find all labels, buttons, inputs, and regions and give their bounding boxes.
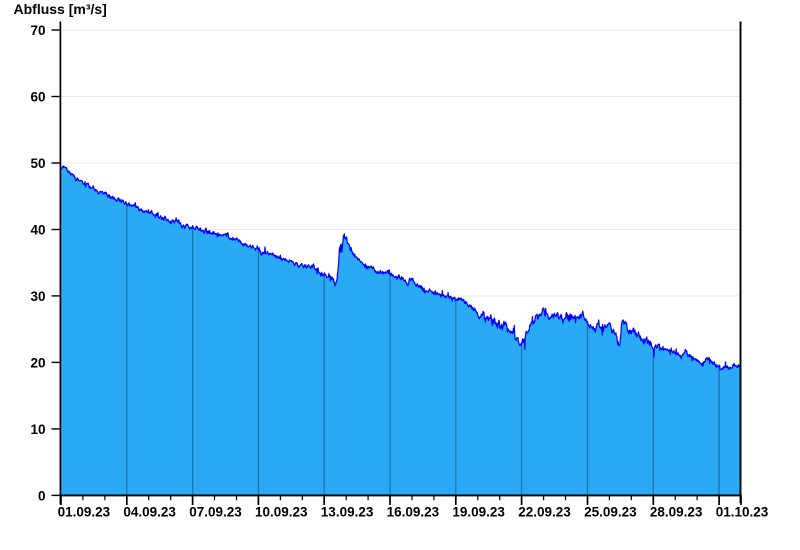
svg-text:25.09.23: 25.09.23 bbox=[584, 505, 637, 520]
svg-text:70: 70 bbox=[30, 23, 45, 38]
svg-text:28.09.23: 28.09.23 bbox=[650, 505, 703, 520]
svg-text:40: 40 bbox=[30, 223, 45, 238]
svg-text:01.10.23: 01.10.23 bbox=[716, 505, 769, 520]
svg-text:30: 30 bbox=[30, 289, 45, 304]
svg-text:50: 50 bbox=[30, 156, 45, 171]
svg-text:01.09.23: 01.09.23 bbox=[58, 505, 111, 520]
svg-text:0: 0 bbox=[38, 488, 46, 503]
svg-text:Abfluss [m³/s]: Abfluss [m³/s] bbox=[14, 1, 107, 17]
svg-text:20: 20 bbox=[30, 355, 45, 370]
svg-text:22.09.23: 22.09.23 bbox=[518, 505, 571, 520]
svg-text:19.09.23: 19.09.23 bbox=[452, 505, 505, 520]
svg-text:16.09.23: 16.09.23 bbox=[387, 505, 440, 520]
svg-text:07.09.23: 07.09.23 bbox=[189, 505, 242, 520]
svg-text:60: 60 bbox=[30, 90, 45, 105]
svg-text:10.09.23: 10.09.23 bbox=[255, 505, 308, 520]
svg-text:04.09.23: 04.09.23 bbox=[123, 505, 176, 520]
svg-text:13.09.23: 13.09.23 bbox=[321, 505, 374, 520]
svg-text:10: 10 bbox=[30, 422, 45, 437]
